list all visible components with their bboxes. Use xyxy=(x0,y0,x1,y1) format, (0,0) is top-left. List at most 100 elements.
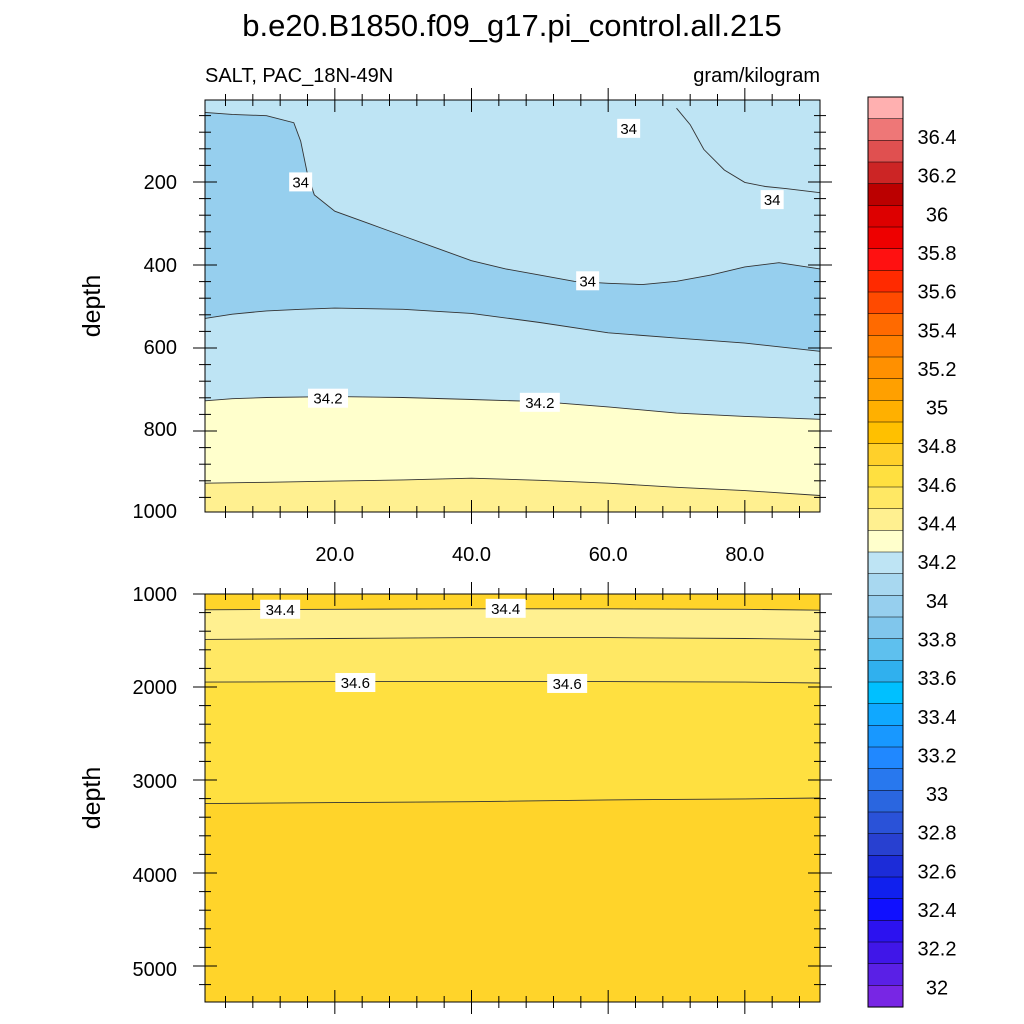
colorbar-label: 36.2 xyxy=(918,166,957,188)
colorbar-swatch xyxy=(867,595,904,618)
colorbar-label: 34.4 xyxy=(918,514,957,536)
colorbar-label: 32.6 xyxy=(918,861,957,883)
y-tick-label: 800 xyxy=(144,419,177,441)
panel-lower-frame xyxy=(204,593,821,1003)
contour-line xyxy=(204,608,821,611)
contour-label: 34.4 xyxy=(260,599,301,619)
colorbar-label: 34.2 xyxy=(918,552,957,574)
contour-label-text: 34.2 xyxy=(525,395,554,412)
colorbar-swatch xyxy=(867,790,904,813)
contour-line xyxy=(204,396,821,420)
contour-label: 34.4 xyxy=(485,598,526,618)
colorbar-swatch xyxy=(867,378,904,401)
colorbar-label: 32.8 xyxy=(918,823,957,845)
colorbar-swatch xyxy=(867,313,904,336)
colorbar-swatch xyxy=(867,985,904,1008)
colorbar-label: 32 xyxy=(926,977,948,999)
colorbar-swatch xyxy=(867,291,904,315)
contour-label: 34.2 xyxy=(308,388,348,408)
colorbar-swatch xyxy=(867,746,904,770)
contour-label-text: 34 xyxy=(764,192,781,209)
colorbar-label: 35.4 xyxy=(918,320,957,342)
contour-line xyxy=(204,111,821,286)
colorbar-label: 32.2 xyxy=(918,939,957,961)
colorbar-swatch xyxy=(867,660,904,683)
y-tick-label: 5000 xyxy=(133,959,178,981)
contour-label: 34.6 xyxy=(335,673,376,693)
contour-line xyxy=(204,637,821,640)
colorbar-label: 33.2 xyxy=(918,745,957,767)
contour-line xyxy=(204,797,821,805)
contour-line xyxy=(204,307,821,352)
band-fill xyxy=(676,100,820,193)
x-tick-label: 20.0 xyxy=(315,544,354,566)
colorbar-label: 35.8 xyxy=(918,243,957,265)
colorbar-swatch xyxy=(867,551,904,575)
contour-label-text: 34.6 xyxy=(553,676,582,693)
colorbar-swatch xyxy=(867,963,904,986)
contour-label-text: 34.4 xyxy=(266,602,295,619)
x-tick-label: 60.0 xyxy=(589,544,628,566)
contour-line xyxy=(204,681,821,684)
colorbar-label: 34 xyxy=(926,591,948,613)
colorbar-swatch xyxy=(867,530,904,553)
contour-label: 34 xyxy=(617,118,641,138)
colorbar-swatch xyxy=(867,725,904,748)
x-tick-label: 80.0 xyxy=(725,544,764,566)
contour-label-text: 34 xyxy=(292,174,309,191)
contour-label-text: 34.4 xyxy=(491,601,520,618)
colorbar-swatch xyxy=(867,356,904,380)
colorbar-swatch xyxy=(867,118,904,141)
colorbar-label: 35 xyxy=(926,398,948,420)
colorbar-label: 32.4 xyxy=(918,900,957,922)
colorbar-swatch xyxy=(867,443,904,466)
colorbar-label: 35.6 xyxy=(918,282,957,304)
colorbar-swatch xyxy=(867,270,904,293)
colorbar-swatch xyxy=(867,616,904,640)
colorbar-swatch xyxy=(867,768,904,791)
y-tick-label: 600 xyxy=(144,337,177,359)
x-tick-label: 40.0 xyxy=(452,544,491,566)
contour-line xyxy=(204,477,821,496)
colorbar-swatch xyxy=(867,876,904,900)
colorbar-label: 35.2 xyxy=(918,359,957,381)
colorbar-swatch xyxy=(867,920,904,943)
colorbar-swatch xyxy=(867,96,904,120)
contour-label: 34.2 xyxy=(519,392,560,412)
colorbar-swatch xyxy=(867,703,904,726)
band-fill xyxy=(205,112,820,352)
colorbar-swatch xyxy=(867,855,904,878)
contour-label-text: 34 xyxy=(620,121,637,138)
colorbar-label: 33.8 xyxy=(918,630,957,652)
variable-label: SALT, PAC_18N-49N xyxy=(205,65,393,87)
colorbar-swatch xyxy=(867,465,904,488)
colorbar-swatch xyxy=(867,205,904,228)
colorbar-label: 33 xyxy=(926,784,948,806)
colorbar-swatch xyxy=(867,811,904,835)
band-fill xyxy=(205,798,820,1002)
band-fill xyxy=(205,478,820,512)
colorbar-label: 36 xyxy=(926,204,948,226)
colorbar-swatch xyxy=(867,140,904,163)
panel-upper-frame xyxy=(204,99,821,513)
contour-label: 34 xyxy=(760,190,784,210)
colorbar-swatch xyxy=(867,486,904,510)
y-tick-label: 2000 xyxy=(133,677,178,699)
colorbar-frame xyxy=(867,96,904,1008)
contour-label: 34.6 xyxy=(547,673,588,693)
contour-label: 34 xyxy=(576,271,600,291)
colorbar-swatch xyxy=(867,508,904,531)
y-tick-label: 4000 xyxy=(133,865,178,887)
y-tick-label: 1000 xyxy=(133,584,178,606)
colorbar-label: 34.8 xyxy=(918,436,957,458)
contour-label: 34 xyxy=(289,172,313,192)
colorbar-swatch xyxy=(867,833,904,856)
y-tick-label: 1000 xyxy=(133,501,178,523)
colorbar-swatch xyxy=(867,226,904,250)
y-axis-label: depth xyxy=(78,275,106,338)
colorbar-swatch xyxy=(867,400,904,423)
colorbar-swatch xyxy=(867,681,904,705)
colorbar-swatch xyxy=(867,335,904,358)
